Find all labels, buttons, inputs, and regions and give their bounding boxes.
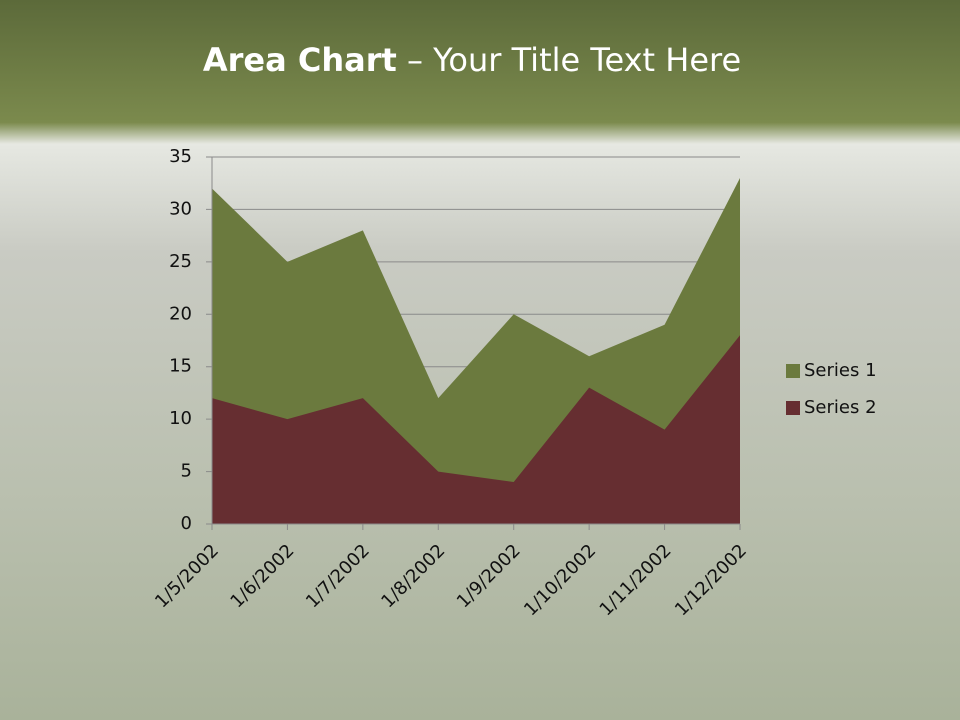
- y-tick-label: 15: [169, 356, 192, 377]
- y-tick-label: 0: [181, 513, 192, 534]
- legend-label: Series 1: [804, 360, 877, 381]
- y-tick-label: 35: [169, 146, 192, 167]
- slide-title: Area Chart – Your Title Text Here: [203, 41, 741, 79]
- legend-swatch: [786, 401, 800, 415]
- area: [212, 335, 740, 524]
- y-tick-label: 10: [169, 408, 192, 429]
- y-tick-label: 30: [169, 198, 192, 219]
- legend-swatch: [786, 364, 800, 378]
- legend-label: Series 2: [804, 397, 877, 418]
- y-tick-label: 25: [169, 251, 192, 272]
- title-bold: Area Chart: [203, 41, 397, 79]
- y-tick-label: 5: [181, 461, 192, 482]
- title-rest: – Your Title Text Here: [407, 41, 741, 79]
- y-tick-label: 20: [169, 303, 192, 324]
